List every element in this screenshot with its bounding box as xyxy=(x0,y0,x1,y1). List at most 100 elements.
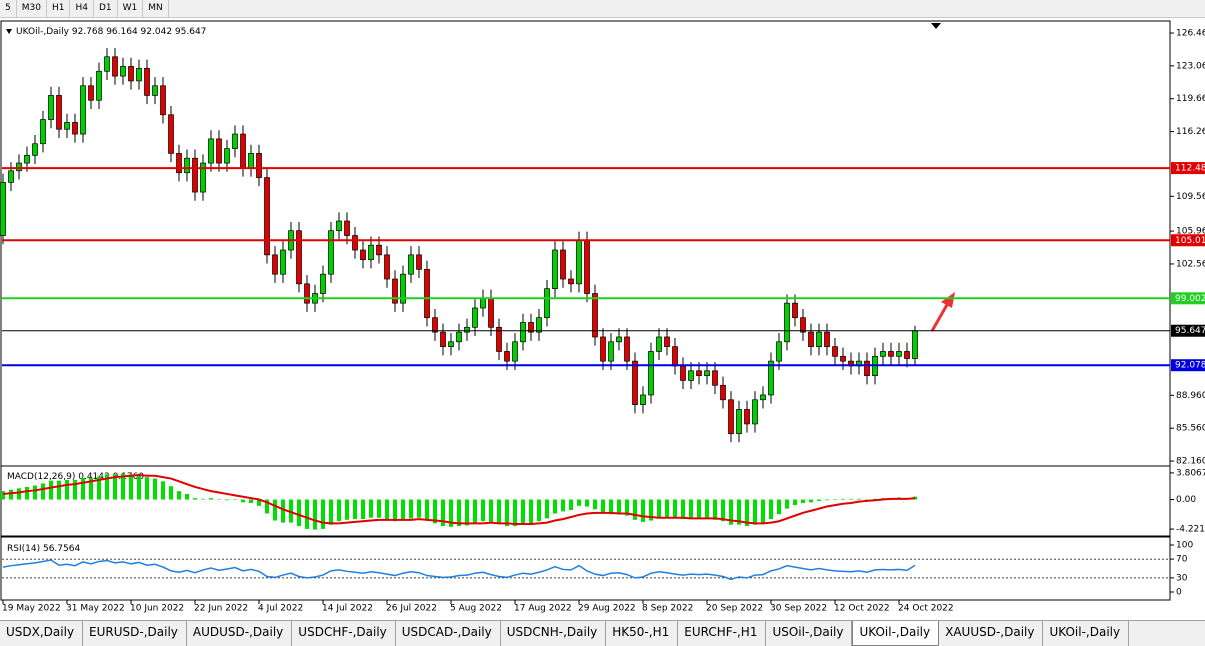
chart-tab[interactable]: USDX,Daily xyxy=(0,621,84,646)
level-label: 112.48 xyxy=(1175,164,1205,174)
macd-bar xyxy=(665,499,669,518)
timeframe-button[interactable]: D1 xyxy=(94,0,118,17)
candle-body xyxy=(8,170,14,183)
candle-body xyxy=(640,394,646,405)
macd-bar xyxy=(17,488,21,500)
candle-body xyxy=(448,341,454,347)
x-tick-label: 14 Jul 2022 xyxy=(322,604,373,614)
y-tick-label: 126.460 xyxy=(1176,29,1205,39)
candle-body xyxy=(144,68,150,96)
timeframe-button[interactable]: M30 xyxy=(17,0,47,17)
y-tick-label: -4.221 xyxy=(1176,525,1205,535)
arrow-head xyxy=(941,292,955,308)
timeframe-button[interactable]: W1 xyxy=(118,0,144,17)
macd-bar xyxy=(385,499,389,520)
candle-body xyxy=(480,297,486,309)
macd-bar xyxy=(273,499,277,521)
macd-bar xyxy=(857,498,861,500)
macd-bar xyxy=(97,476,101,500)
macd-bar xyxy=(313,499,317,530)
macd-bar xyxy=(809,499,813,503)
macd-bar xyxy=(121,473,125,500)
candle-body xyxy=(784,302,790,343)
timeframe-button[interactable]: H1 xyxy=(47,0,71,17)
candle-body xyxy=(864,360,870,376)
macd-bar xyxy=(593,499,597,510)
macd-bar xyxy=(673,499,677,518)
price-header: UKOil-,Daily 92.768 96.164 92.042 95.647 xyxy=(16,27,206,37)
candle-body xyxy=(176,153,182,174)
candle-body xyxy=(208,138,214,164)
chart-tab[interactable]: HK50-,H1 xyxy=(606,621,679,646)
chart-tab[interactable]: XAUUSD-,Daily xyxy=(939,621,1044,646)
candle-body xyxy=(24,154,30,164)
macd-bar xyxy=(753,499,757,525)
chart-tab[interactable]: UKOil-,Daily xyxy=(852,621,940,646)
candle-body xyxy=(56,95,62,130)
candle-body xyxy=(536,317,542,333)
chart-tab[interactable]: EURUSD-,Daily xyxy=(83,621,187,646)
macd-bar xyxy=(849,498,853,500)
signal-line xyxy=(2,474,916,526)
candle-body xyxy=(240,133,246,169)
candle-body xyxy=(704,370,710,376)
chart-tab[interactable]: USDCAD-,Daily xyxy=(396,621,501,646)
chart-tab[interactable]: USOil-,Daily xyxy=(766,621,853,646)
candle-body xyxy=(496,326,502,352)
candle-body xyxy=(408,254,414,275)
chart-tab[interactable]: EURCHF-,H1 xyxy=(678,621,767,646)
chart-tab[interactable]: USDCNH-,Daily xyxy=(501,621,607,646)
macd-bar xyxy=(561,499,565,512)
macd-bar xyxy=(1,491,5,500)
macd-bar xyxy=(777,499,781,515)
macd-bar xyxy=(217,499,221,501)
candle-body xyxy=(48,95,54,120)
candle-body xyxy=(232,133,238,149)
candle-body xyxy=(320,273,326,294)
macd-bar xyxy=(873,498,877,500)
chart-tab[interactable]: AUDUSD-,Daily xyxy=(187,621,293,646)
candle-body xyxy=(808,331,814,347)
timeframe-button[interactable]: MN xyxy=(143,0,169,17)
macd-bar xyxy=(57,480,61,500)
y-tick-label: 102.560 xyxy=(1176,259,1205,269)
shift-marker xyxy=(931,23,941,29)
macd-bar xyxy=(65,479,69,500)
macd-bar xyxy=(449,499,453,527)
candle-body xyxy=(400,273,406,304)
macd-bar xyxy=(241,499,245,503)
candle-body xyxy=(840,355,846,362)
rsi-header: RSI(14) 56.7564 xyxy=(7,544,80,554)
candle-body xyxy=(248,153,254,169)
candle-body xyxy=(80,85,86,135)
candle-body xyxy=(712,370,718,386)
macd-bar xyxy=(129,474,133,500)
macd-bar xyxy=(617,499,621,515)
candle-body xyxy=(616,336,622,343)
candle-body xyxy=(224,148,230,164)
macd-bar xyxy=(169,486,173,500)
macd-bar xyxy=(505,499,509,527)
chart-tab[interactable]: USDCHF-,Daily xyxy=(292,621,396,646)
macd-bar xyxy=(513,499,517,527)
macd-bar xyxy=(433,499,437,524)
level-label-bg xyxy=(1171,162,1205,175)
macd-bar xyxy=(721,499,725,522)
macd-bar xyxy=(641,499,645,522)
macd-bar xyxy=(105,474,109,500)
timeframe-button[interactable]: 5 xyxy=(0,0,17,17)
macd-bar xyxy=(417,499,421,518)
chart-tabs: USDX,Daily EURUSD-,Daily AUDUSD-,Daily USDC… xyxy=(0,620,1205,646)
macd-bar xyxy=(161,481,165,500)
y-tick-label: 123.060 xyxy=(1176,61,1205,71)
y-tick-label: 116.260 xyxy=(1176,127,1205,137)
timeframe-button[interactable]: H4 xyxy=(70,0,94,17)
ohlc-values: 92.768 96.164 92.042 95.647 xyxy=(72,27,207,37)
macd-bar xyxy=(713,499,717,520)
arrow-shaft xyxy=(930,302,950,332)
candle-body xyxy=(392,278,398,304)
macd-bar xyxy=(233,499,237,501)
macd-bar xyxy=(633,499,637,520)
candle-body xyxy=(824,331,830,347)
chart-tab[interactable]: UKOil-,Daily xyxy=(1043,621,1130,646)
